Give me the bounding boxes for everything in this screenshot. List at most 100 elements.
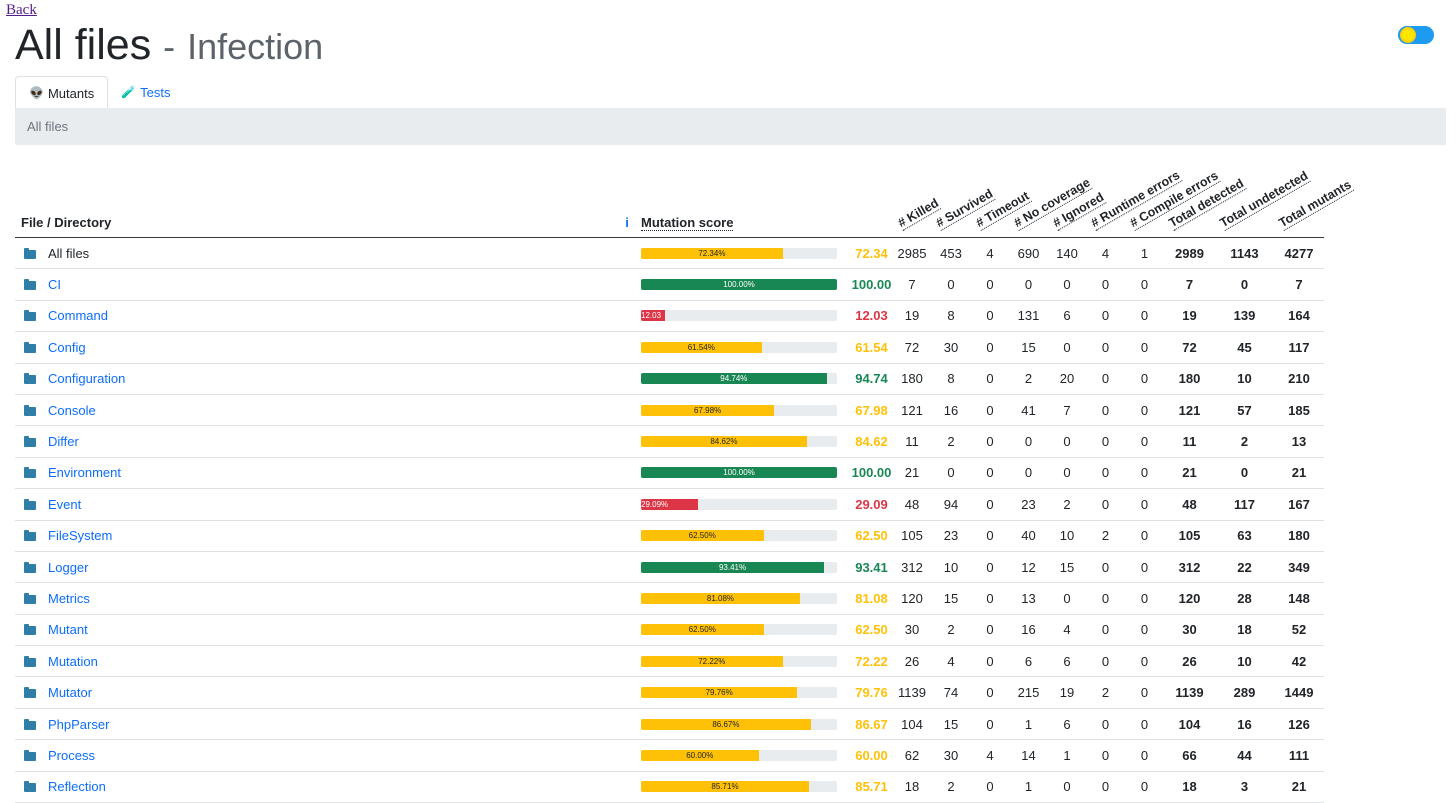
directory-link[interactable]: PhpParser (48, 716, 110, 732)
table-row: Reflection 85.71% 85.71 18 2 0 1 0 0 0 18 3 21 (15, 771, 1324, 803)
column-header-total-detected[interactable]: Total detected (1164, 150, 1247, 238)
directory-link[interactable]: Config (48, 339, 86, 355)
cell-killed: 48 (904, 496, 920, 512)
cell-total-undetected: 57 (1237, 402, 1252, 418)
directory-link[interactable]: Differ (48, 434, 79, 450)
directory-link[interactable]: CI (48, 277, 61, 293)
table-row: CI 100.00% 100.00 7 0 0 0 0 0 0 7 0 7 (15, 269, 1324, 301)
page-title: All files - Infection (15, 20, 323, 72)
score-bar-cell: 72.22% (641, 646, 850, 677)
score-progress-bar: 86.67% (641, 718, 837, 730)
column-header-survived[interactable]: # Survived (931, 150, 996, 238)
folder-icon (24, 655, 36, 667)
tab-mutants[interactable]: 👽 Mutants (15, 76, 109, 110)
cell-survived: 30 (943, 747, 959, 763)
column-header-file[interactable]: File / Directory (21, 215, 112, 230)
directory-cell: FileSystem (15, 520, 641, 551)
cell-no-coverage: 12 (1021, 559, 1036, 575)
cell-runtime-errors: 0 (1101, 779, 1110, 795)
directory-link[interactable]: Logger (48, 559, 89, 575)
mutation-score: 72.34 (855, 245, 888, 261)
score-progress-bar: 84.62% (641, 436, 837, 448)
column-header-timeout[interactable]: # Timeout (971, 150, 1032, 238)
column-header-score[interactable]: Mutation score (641, 150, 893, 238)
tab-tests[interactable]: 🧪 Tests (108, 76, 183, 108)
score-progress-bar: 12.03 (641, 310, 837, 322)
directory-link[interactable]: Mutation (48, 653, 98, 669)
cell-total-undetected: 117 (1234, 496, 1255, 512)
table-row: All files 72.34% 72.34 2985 453 4 690 140 4 1 2989… (15, 238, 1324, 269)
cell-survived: 10 (943, 559, 959, 575)
score-progress-bar: 100.00% (641, 279, 837, 291)
cell-no-coverage: 41 (1021, 402, 1036, 418)
cell-survived: 8 (947, 308, 955, 324)
table-row: Event 29.09% 29.09 48 94 0 23 2 0 0 48 117 167 (15, 489, 1324, 521)
directory-link[interactable]: Console (48, 402, 96, 418)
column-header-compile-errors[interactable]: # Compile errors (1125, 150, 1222, 238)
directory-link[interactable]: Metrics (48, 590, 90, 606)
score-progress-bar: 72.34% (641, 247, 837, 259)
directory-link[interactable]: FileSystem (48, 528, 113, 544)
cell-survived: 15 (943, 716, 959, 732)
table-row: Process 60.00% 60.00 62 30 4 14 1 0 0 66 44 111 (15, 740, 1324, 772)
mutation-score: 67.98 (855, 402, 888, 418)
score-progress-bar: 61.54% (641, 341, 837, 353)
column-header-no-coverage[interactable]: # No coverage (1009, 150, 1094, 238)
table-row: PhpParser 86.67% 86.67 104 15 0 1 6 0 0 104 16 126 (15, 708, 1324, 740)
table-row: Configuration 94.74% 94.74 180 8 0 2 20 0 0 180 10 2… (15, 363, 1324, 395)
directory-link[interactable]: Mutator (48, 685, 93, 701)
cell-total-mutants: 148 (1288, 590, 1310, 606)
score-bar-cell: 84.62% (641, 426, 850, 457)
score-progress-fill: 94.74% (641, 373, 827, 385)
cell-total-mutants: 164 (1288, 308, 1310, 324)
cell-no-coverage: 16 (1021, 622, 1036, 638)
column-header-ignored[interactable]: # Ignored (1048, 150, 1107, 238)
directory-link[interactable]: Reflection (48, 779, 106, 795)
cell-timeout: 4 (986, 245, 994, 261)
directory-link[interactable]: Environment (48, 465, 121, 481)
column-header-total-mutants[interactable]: Total mutants (1274, 150, 1355, 238)
directory-link[interactable]: Mutant (48, 622, 88, 638)
info-icon[interactable]: i (625, 215, 629, 230)
cell-compile-errors: 0 (1140, 653, 1149, 669)
cell-runtime-errors: 0 (1101, 747, 1110, 763)
cell-killed: 2985 (897, 245, 927, 261)
directory-link[interactable]: Process (48, 747, 95, 763)
back-link[interactable]: Back (6, 2, 37, 18)
cell-timeout: 0 (986, 402, 994, 418)
cell-total-mutants: 126 (1288, 716, 1310, 732)
cell-killed: 72 (904, 339, 920, 355)
score-bar-cell: 79.76% (641, 677, 850, 708)
cell-total-detected: 2989 (1175, 245, 1204, 261)
cell-killed: 19 (904, 308, 920, 324)
directory-link[interactable]: Configuration (48, 371, 126, 387)
cell-ignored: 0 (1063, 277, 1071, 293)
directory-cell: CI (15, 269, 641, 300)
cell-killed: 7 (908, 277, 916, 293)
cell-killed: 26 (904, 653, 920, 669)
directory-link[interactable]: Event (48, 496, 82, 512)
cell-total-undetected: 2 (1240, 434, 1249, 450)
theme-toggle[interactable] (1398, 26, 1434, 44)
table-header-row: File / Directory i Mutation score # Kill… (15, 150, 1355, 238)
cell-total-mutants: 349 (1288, 559, 1310, 575)
cell-no-coverage: 23 (1021, 496, 1036, 512)
cell-killed: 62 (904, 747, 920, 763)
cell-total-undetected: 18 (1237, 622, 1252, 638)
column-header-killed[interactable]: # Killed (893, 150, 942, 238)
cell-runtime-errors: 0 (1101, 308, 1110, 324)
score-progress-bar: 29.09% (641, 498, 837, 510)
score-progress-bar: 67.98% (641, 404, 837, 416)
cell-ignored: 0 (1063, 339, 1071, 355)
column-header-runtime-errors[interactable]: # Runtime errors (1086, 150, 1183, 238)
cell-total-detected: 48 (1182, 496, 1197, 512)
column-header-total-undetected[interactable]: Total undetected (1215, 150, 1311, 238)
directory-link[interactable]: Command (48, 308, 108, 324)
score-progress-fill: 62.50% (641, 530, 764, 542)
table-row: Environment 100.00% 100.00 21 0 0 0 0 0 0 21 0 21 (15, 457, 1324, 489)
score-bar-cell: 100.00% (641, 269, 850, 300)
mutation-score: 79.76 (855, 685, 888, 701)
cell-runtime-errors: 0 (1101, 402, 1110, 418)
cell-no-coverage: 15 (1021, 339, 1036, 355)
mutation-score: 61.54 (855, 339, 888, 355)
